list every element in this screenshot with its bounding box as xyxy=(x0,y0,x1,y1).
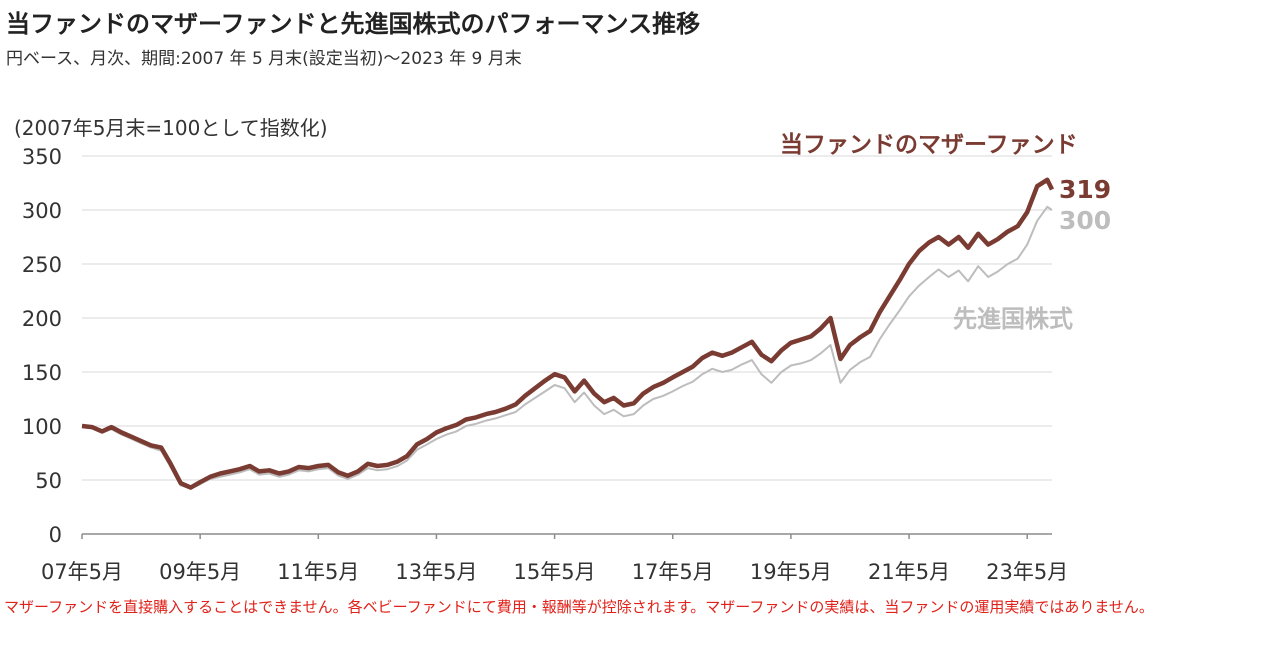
index-note: (2007年5月末=100として指数化) xyxy=(14,116,328,140)
series-label-mother-fund: 当ファンドのマザーファンド xyxy=(780,132,1078,158)
page-subtitle: 円ベース、月次、期間:2007 年 5 月末(設定当初)〜2023 年 9 月末 xyxy=(6,49,522,69)
x-tick-label: 13年5月 xyxy=(395,560,477,584)
x-tick-label: 19年5月 xyxy=(750,560,832,584)
x-tick-label: 15年5月 xyxy=(514,560,596,584)
series-label-world-stocks: 先進国株式 xyxy=(953,305,1073,333)
y-tick-label: 200 xyxy=(22,307,62,331)
x-tick-label: 07年5月 xyxy=(41,560,123,584)
x-axis-tick-labels: 07年5月 09年5月 11年5月 13年5月 15年5月 17年5月 19年5月 21年5月… xyxy=(41,534,1068,584)
x-tick-label: 09年5月 xyxy=(159,560,241,584)
y-axis-tick-labels: 0 50 100 150 200 250 300 350 xyxy=(22,145,62,547)
x-tick-label: 17年5月 xyxy=(632,560,714,584)
end-value-mother-fund: 319 xyxy=(1059,175,1111,204)
y-tick-label: 300 xyxy=(22,199,62,223)
series-line-world-stocks xyxy=(81,205,1053,490)
disclaimer-footnote: マザーファンドを直接購入することはできません。各ベビーファンドにて費用・報酬等が… xyxy=(4,598,1154,616)
y-tick-label: 100 xyxy=(22,415,62,439)
x-tick-label: 23年5月 xyxy=(986,560,1068,584)
y-tick-label: 250 xyxy=(22,253,62,277)
x-tick-label: 11年5月 xyxy=(277,560,359,584)
gridlines xyxy=(82,155,1052,481)
end-value-world-stocks: 300 xyxy=(1059,206,1111,235)
page-title: 当ファンドのマザーファンドと先進国株式のパフォーマンス推移 xyxy=(6,10,701,38)
x-tick-label: 21年5月 xyxy=(868,560,950,584)
series-line-mother-fund xyxy=(81,177,1055,490)
y-tick-label: 150 xyxy=(22,361,62,385)
y-tick-label: 0 xyxy=(49,523,62,547)
y-tick-label: 50 xyxy=(35,469,62,493)
y-tick-label: 350 xyxy=(22,145,62,169)
